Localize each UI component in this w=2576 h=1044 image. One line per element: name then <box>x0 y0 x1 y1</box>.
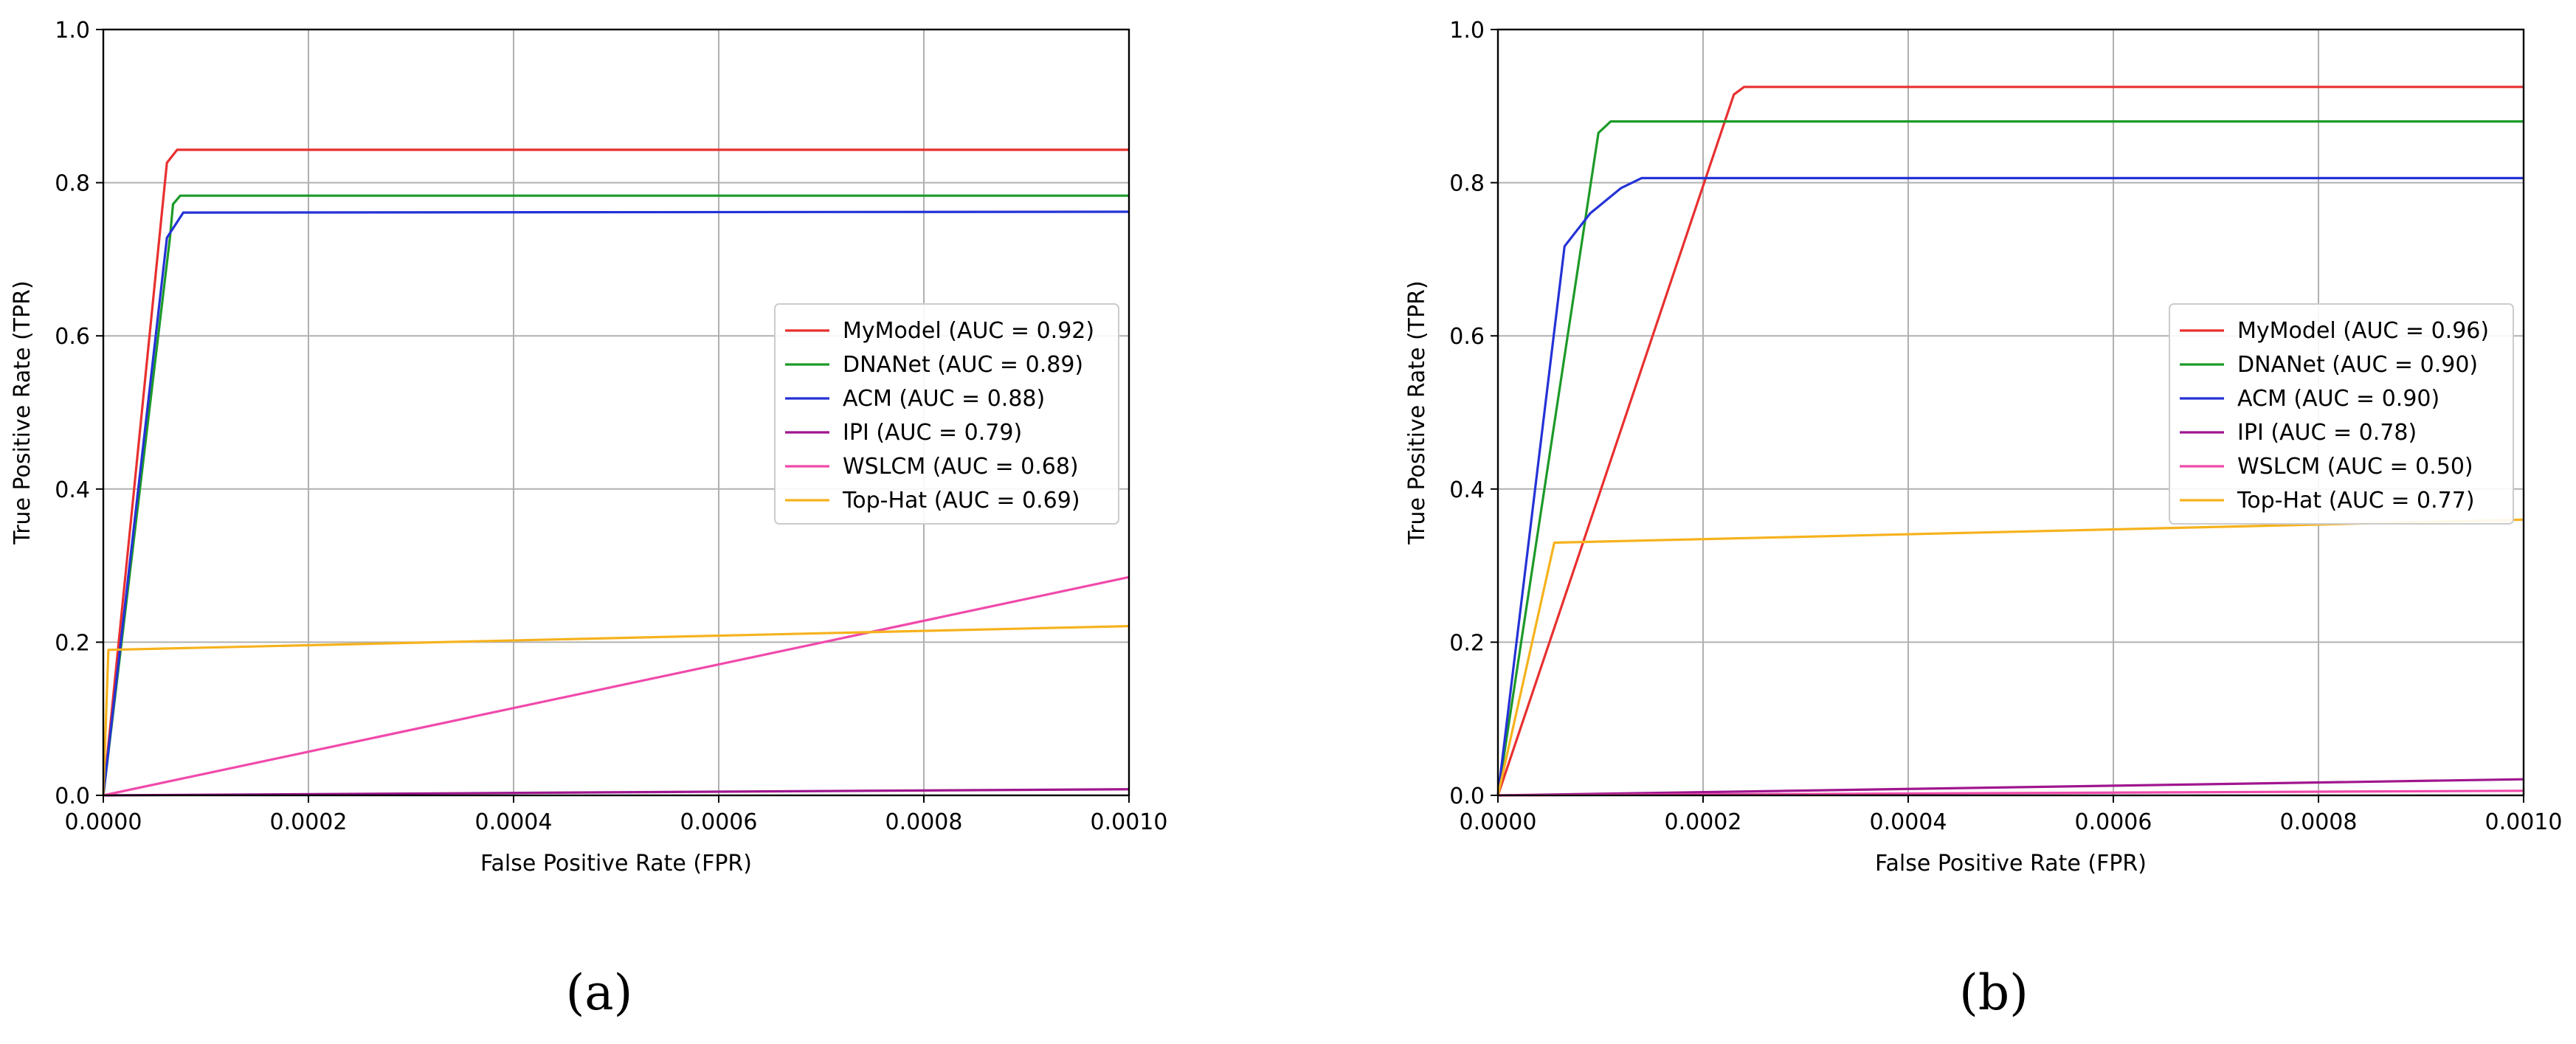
x-tick-label: 0.0008 <box>885 809 963 835</box>
y-tick-label: 0.6 <box>55 324 90 350</box>
x-tick-label: 0.0006 <box>2075 809 2152 835</box>
y-tick-label: 1.0 <box>55 18 90 44</box>
legend-label: ACM (AUC = 0.88) <box>843 386 1045 412</box>
legend-label: MyModel (AUC = 0.92) <box>843 318 1094 344</box>
x-tick-label: 0.0002 <box>270 809 348 835</box>
x-tick-label: 0.0002 <box>1665 809 1742 835</box>
legend-label: ACM (AUC = 0.90) <box>2237 386 2439 412</box>
legend-label: Top-Hat (AUC = 0.77) <box>2237 488 2475 514</box>
x-tick-label: 0.0000 <box>65 809 142 835</box>
chart-a-x-axis-label: False Positive Rate (FPR) <box>480 851 752 877</box>
series-line-dnanet <box>1496 120 2524 796</box>
y-tick-label: 0.8 <box>1449 171 1485 197</box>
series-line-acm <box>102 210 1130 796</box>
x-tick-label: 0.0000 <box>1460 809 1537 835</box>
series-line-acm <box>1496 176 2524 796</box>
chart-b-panel-label: (b) <box>1959 964 2028 1021</box>
chart-b-y-axis-label: True Positive Rate (TPR) <box>1404 280 1430 545</box>
x-tick-label: 0.0004 <box>475 809 553 835</box>
legend-label: MyModel (AUC = 0.96) <box>2237 318 2489 344</box>
chart-a-y-axis-label: True Positive Rate (TPR) <box>10 280 35 545</box>
y-tick-label: 0.0 <box>55 784 90 809</box>
legend-label: IPI (AUC = 0.78) <box>2237 420 2417 446</box>
legend-label: DNANet (AUC = 0.90) <box>2237 352 2478 378</box>
chart-b: 0.0000 0.0002 0.0004 0.0006 0.0008 0.0010 0.0 0… <box>1404 18 2562 1021</box>
legend-box <box>774 303 1119 525</box>
legend-box <box>2169 303 2514 525</box>
legend-label: WSLCM (AUC = 0.50) <box>2237 454 2473 480</box>
chart-a-panel-label: (a) <box>566 964 633 1021</box>
series-line-top-hat <box>102 625 1130 796</box>
chart-a-series <box>102 148 1130 797</box>
chart-b-legend: MyModel (AUC = 0.96) DNANet (AUC = 0.90) A… <box>2169 303 2514 525</box>
legend-label: DNANet (AUC = 0.89) <box>843 352 1083 378</box>
series-line-ipi <box>1497 778 2524 797</box>
x-tick-label: 0.0010 <box>1091 809 1168 835</box>
x-tick-label: 0.0008 <box>2280 809 2358 835</box>
series-line-ipi <box>103 788 1130 797</box>
y-tick-label: 0.6 <box>1449 324 1485 350</box>
series-line-top-hat <box>1496 518 2524 796</box>
y-tick-label: 1.0 <box>1449 18 1485 44</box>
chart-a-ticks: 0.0000 0.0002 0.0004 0.0006 0.0008 0.0010 0.0 0… <box>55 18 1167 835</box>
x-tick-label: 0.0006 <box>680 809 758 835</box>
legend-label: WSLCM (AUC = 0.68) <box>843 454 1079 480</box>
chart-b-x-axis-label: False Positive Rate (FPR) <box>1875 851 2147 877</box>
series-line-mymodel <box>1496 86 2524 796</box>
x-tick-label: 0.0010 <box>2485 809 2563 835</box>
y-tick-label: 0.4 <box>55 477 90 503</box>
y-tick-label: 0.2 <box>55 630 90 656</box>
x-tick-label: 0.0004 <box>1870 809 1947 835</box>
y-tick-label: 0.0 <box>1449 784 1485 809</box>
y-tick-label: 0.4 <box>1449 477 1485 503</box>
y-tick-label: 0.2 <box>1449 630 1485 656</box>
series-line-dnanet <box>102 194 1129 796</box>
chart-a-frame <box>102 28 1130 797</box>
y-tick-label: 0.8 <box>55 171 90 197</box>
chart-a: 0.0000 0.0002 0.0004 0.0006 0.0008 0.0010 0.0 0… <box>10 18 1167 1021</box>
legend-label: IPI (AUC = 0.79) <box>843 420 1022 446</box>
legend-label: Top-Hat (AUC = 0.69) <box>842 488 1080 514</box>
chart-a-legend: MyModel (AUC = 0.92) DNANet (AUC = 0.89) A… <box>774 303 1119 525</box>
chart-b-ticks: 0.0000 0.0002 0.0004 0.0006 0.0008 0.0010 0.0 0… <box>1449 18 2562 835</box>
series-line-mymodel <box>102 148 1129 796</box>
chart-b-frame <box>1496 28 2525 797</box>
series-line-wslcm <box>103 575 1130 797</box>
